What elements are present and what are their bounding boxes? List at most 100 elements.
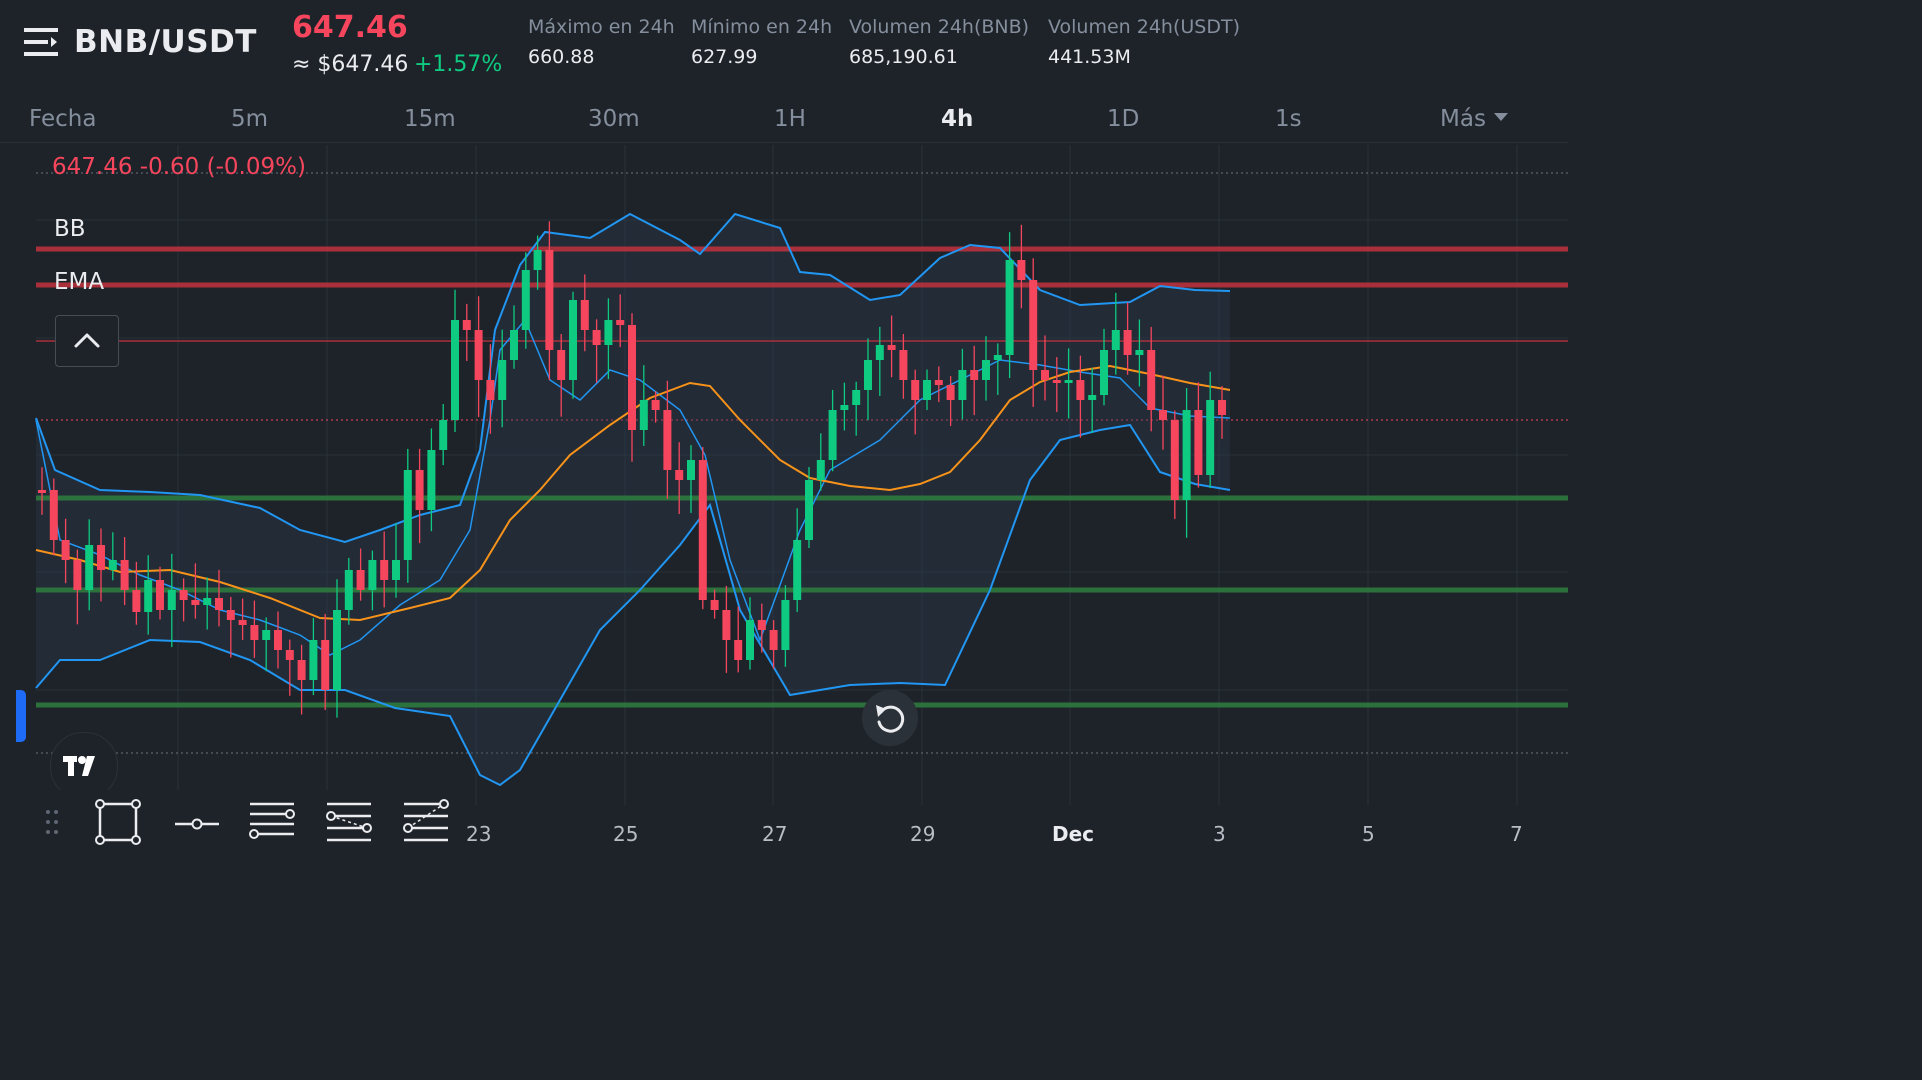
stat-volume-usdt: Volumen 24h(USDT) 441.53M: [1048, 16, 1240, 68]
candle-bearish: [191, 600, 200, 605]
bb-middle-line: [35, 318, 1231, 656]
candle-bullish: [604, 320, 613, 345]
candle-bullish: [144, 580, 153, 612]
x-tick: 3: [1213, 822, 1226, 846]
approx-price: ≈ $647.46: [292, 52, 409, 77]
candle-bullish: [309, 640, 318, 680]
stat-value: 660.88: [528, 46, 595, 68]
side-panel-tab[interactable]: [16, 690, 26, 742]
timeframe-more[interactable]: Más: [1440, 106, 1508, 132]
candle-bearish: [970, 370, 979, 380]
fib-retracement-tool-icon[interactable]: [323, 798, 375, 848]
candle-bearish: [49, 490, 58, 540]
candle-bearish: [887, 345, 896, 350]
fib-extension-tool-icon[interactable]: [400, 798, 452, 848]
tradingview-logo-icon: [50, 732, 118, 800]
candle-bearish: [1159, 410, 1167, 420]
candle-bearish: [1029, 280, 1038, 370]
change-percent: +1.57%: [414, 52, 503, 77]
market-header: BNB/USDT 647.46 ≈ $647.46 +1.57% Máximo …: [0, 0, 1568, 96]
candle-bullish: [923, 380, 931, 400]
candle-bearish: [899, 350, 908, 380]
timeframe-15m[interactable]: 15m: [404, 106, 456, 132]
candle-bearish: [675, 470, 684, 480]
stat-value: 441.53M: [1048, 46, 1131, 68]
reset-chart-button[interactable]: [862, 690, 918, 746]
reset-icon: [876, 705, 905, 733]
candle-bearish: [722, 610, 731, 640]
timeframe-5m[interactable]: 5m: [231, 106, 269, 132]
chart-grid: [36, 145, 1568, 805]
candle-bullish: [569, 300, 577, 380]
timeframe-4h[interactable]: 4h: [941, 106, 974, 132]
candle-bearish: [61, 540, 70, 560]
menu-icon[interactable]: [24, 26, 58, 58]
candle-bearish: [474, 330, 483, 380]
candle-bullish: [533, 250, 542, 270]
candle-bearish: [557, 350, 566, 380]
drag-handle-icon[interactable]: [44, 808, 60, 838]
drawing-toolbar: [30, 790, 468, 858]
candle-bullish: [108, 560, 117, 570]
horizontal-line-tool-icon[interactable]: [171, 798, 223, 848]
timeframe-1h[interactable]: 1H: [774, 106, 806, 132]
candle-bullish: [392, 560, 400, 580]
candle-bearish: [698, 460, 707, 600]
candle-bearish: [1123, 330, 1132, 355]
stat-high: Máximo en 24h 660.88: [528, 16, 675, 68]
candle-bullish: [816, 460, 825, 480]
candle-bearish: [628, 325, 636, 430]
candle-bearish: [1017, 260, 1026, 280]
candles: [38, 221, 1226, 718]
candle-bearish: [769, 630, 778, 650]
candle-bearish: [238, 620, 247, 625]
candle-bullish: [687, 460, 695, 480]
timeframe-fecha[interactable]: Fecha: [29, 106, 97, 132]
candle-bullish: [262, 630, 271, 640]
indicator-ema-label[interactable]: EMA: [54, 269, 105, 295]
candle-bullish: [1088, 395, 1097, 400]
candle-bearish: [757, 620, 766, 630]
parallel-lines-tool-icon[interactable]: [246, 798, 298, 848]
candle-bearish: [226, 610, 235, 620]
candle-bearish: [120, 560, 129, 590]
candle-bullish: [1206, 400, 1215, 475]
candle-bullish: [1135, 350, 1144, 355]
candle-bearish: [1147, 350, 1156, 410]
candle-bearish: [179, 590, 188, 600]
candle-bearish: [734, 640, 743, 660]
x-tick: 25: [613, 822, 639, 846]
chevron-up-icon: [74, 333, 100, 348]
indicator-bb-label[interactable]: BB: [54, 216, 86, 242]
candle-bearish: [297, 660, 306, 680]
candle-bullish: [167, 590, 176, 610]
x-tick: 23: [466, 822, 492, 846]
timeframe-30m[interactable]: 30m: [588, 106, 640, 132]
timeframe-1s[interactable]: 1s: [1275, 106, 1302, 132]
stat-label: Máximo en 24h: [528, 16, 675, 38]
more-label: Más: [1440, 106, 1486, 132]
candle-bearish: [934, 380, 943, 385]
candlestick-chart[interactable]: [0, 143, 1568, 881]
candle-bearish: [380, 560, 389, 580]
candle-bullish: [781, 600, 790, 650]
candle-bearish: [215, 598, 223, 610]
candle-bearish: [663, 410, 672, 470]
candle-bullish: [521, 270, 530, 330]
candle-bearish: [592, 330, 601, 345]
stat-volume-bnb: Volumen 24h(BNB) 685,190.61: [849, 16, 1029, 68]
pair-title[interactable]: BNB/USDT: [74, 24, 257, 60]
ema-line-path: [35, 364, 1231, 622]
timeframe-1d[interactable]: 1D: [1107, 106, 1140, 132]
rectangle-tool-icon[interactable]: [92, 798, 144, 848]
candle-bullish: [1005, 260, 1014, 355]
stat-value: 685,190.61: [849, 46, 958, 68]
caret-down-icon: [1493, 112, 1508, 121]
candle-bearish: [97, 545, 105, 570]
candle-bearish: [580, 300, 589, 330]
collapse-indicators-button[interactable]: [55, 315, 119, 367]
candle-bearish: [710, 600, 719, 610]
candle-bearish: [616, 320, 625, 325]
candle-bearish: [545, 250, 554, 350]
candle-bearish: [1052, 380, 1061, 383]
